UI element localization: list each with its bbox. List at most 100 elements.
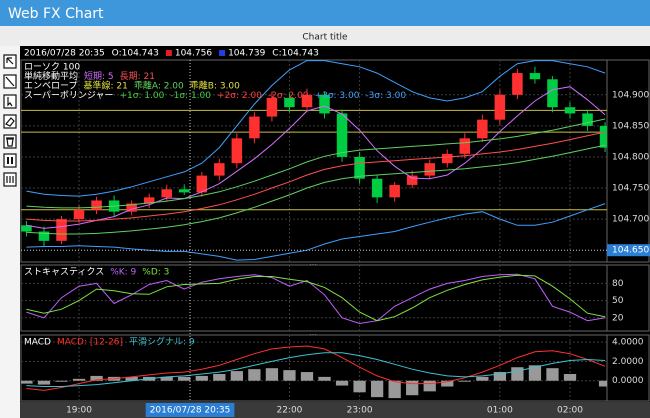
histogram-bar: [563, 373, 577, 381]
axis-frame: [606, 264, 650, 332]
legend-text: %D: 3: [142, 268, 169, 278]
tool-delete[interactable]: [3, 134, 17, 149]
tool-settings[interactable]: [3, 172, 17, 187]
legend-text: +1σ: 1.00: [119, 91, 164, 101]
chart-layer: 2016/07/28 20:35 O:104.743 104.756 104.739 C…: [20, 49, 650, 417]
candle-body: [371, 178, 383, 198]
panel-plot: [21, 60, 607, 261]
tool-pause[interactable]: [3, 153, 17, 168]
candle-body: [529, 73, 541, 80]
y-tick-label: 0.0000: [612, 376, 644, 386]
x-tick-label: 23:00: [347, 406, 373, 416]
legend-text: ストキャスティクス: [24, 267, 104, 278]
indicator-line: [26, 131, 606, 222]
header-bar: [0, 0, 650, 26]
indicator-line: [26, 345, 606, 391]
histogram-bar: [265, 368, 279, 381]
histogram-bar: [353, 380, 366, 393]
indicator-line: [26, 86, 606, 229]
legend-text: 単純移動平均: [24, 70, 78, 82]
histogram-bar: [230, 371, 243, 381]
x-tick-label: 22:00: [276, 406, 302, 416]
legend-text: ローソク 100: [24, 62, 80, 73]
info-swatch: [219, 50, 226, 56]
candle-body: [266, 97, 278, 117]
tool-line[interactable]: [3, 74, 17, 89]
indicator-line: [26, 274, 606, 322]
crosshair-y-label: 104.650: [612, 246, 649, 256]
legend-text: +2σ: 2.00: [217, 91, 262, 101]
info-text: 104.739: [228, 49, 265, 59]
histogram-bar: [21, 380, 33, 384]
histogram-bar: [72, 378, 86, 381]
crosshair-x-label: 2016/07/28 20:35: [150, 406, 231, 416]
histogram-bar: [55, 380, 68, 382]
candle-body: [336, 113, 348, 157]
tool-select[interactable]: [3, 94, 17, 109]
y-tick-label: 104.800: [612, 152, 649, 162]
histogram-bar: [493, 372, 507, 381]
candle-body: [494, 94, 506, 120]
candle-body: [178, 189, 190, 193]
y-tick-label: 80: [612, 279, 624, 289]
histogram-bar: [528, 365, 542, 381]
legend-text: -2σ: 2.00: [268, 91, 309, 101]
candle-body: [477, 119, 488, 139]
candle-body: [249, 116, 260, 139]
candle-body: [389, 184, 400, 198]
legend-text: %K: 9: [110, 268, 136, 278]
x-tick-label: 02:00: [557, 406, 583, 416]
panel-plot: [26, 273, 606, 325]
candle-body: [599, 125, 607, 148]
y-tick-label: 104.900: [612, 90, 649, 100]
legend-text: +3σ: 3.00: [315, 91, 360, 101]
histogram-bar: [476, 376, 489, 381]
candle-body: [91, 200, 102, 210]
legend-text: -1σ: 1.00: [170, 91, 211, 101]
toolbar-icons: [3, 54, 17, 187]
x-tick-label: 01:00: [487, 406, 513, 416]
histogram-bar: [37, 380, 51, 385]
histogram-bar: [248, 369, 261, 381]
histogram-bar: [160, 376, 173, 381]
candle-body: [459, 138, 471, 154]
candle-body: [512, 73, 523, 95]
candle-body: [564, 107, 576, 114]
x-tick-label: 19:00: [66, 406, 92, 416]
legend-text: 短期: 5: [84, 70, 114, 82]
legend-text: 乖離B: 3.00: [190, 80, 240, 92]
title-strip: [0, 26, 650, 46]
y-tick-label: 104.750: [612, 184, 649, 194]
candle-body: [301, 94, 313, 108]
legend-text: 基準線: 21: [83, 80, 127, 92]
info-swatch: [165, 50, 172, 56]
histogram-bar: [300, 372, 314, 381]
y-tick-label: 104.700: [612, 215, 649, 225]
candle-body: [284, 97, 295, 108]
panel-handle: …: [310, 259, 317, 267]
candle-body: [424, 163, 435, 176]
candle-body: [196, 175, 208, 193]
histogram-bar: [441, 380, 454, 387]
candle-body: [354, 156, 365, 179]
app-title: Web FX Chart: [8, 6, 104, 22]
histogram-bar: [511, 367, 524, 381]
histogram-bar: [283, 370, 296, 381]
crosshair-y-box: [607, 244, 650, 257]
histogram-bar: [125, 376, 138, 381]
indicator-line: [26, 203, 606, 261]
candle-body: [126, 203, 137, 212]
candle-body: [161, 189, 172, 198]
legend-text: 乖離A: 2.00: [134, 80, 184, 92]
indicator-line: [26, 144, 606, 235]
candle-body: [406, 175, 418, 185]
tool-cursor[interactable]: [3, 54, 17, 69]
candle-body: [56, 219, 67, 241]
candle-body: [143, 197, 155, 204]
axis-frame: [606, 334, 650, 402]
histogram-bar: [213, 373, 226, 381]
y-tick-label: 104.850: [612, 121, 649, 131]
info-text: 2016/07/28 20:35: [24, 49, 105, 59]
axis-frame: [606, 59, 650, 263]
tool-eraser[interactable]: [3, 114, 17, 129]
